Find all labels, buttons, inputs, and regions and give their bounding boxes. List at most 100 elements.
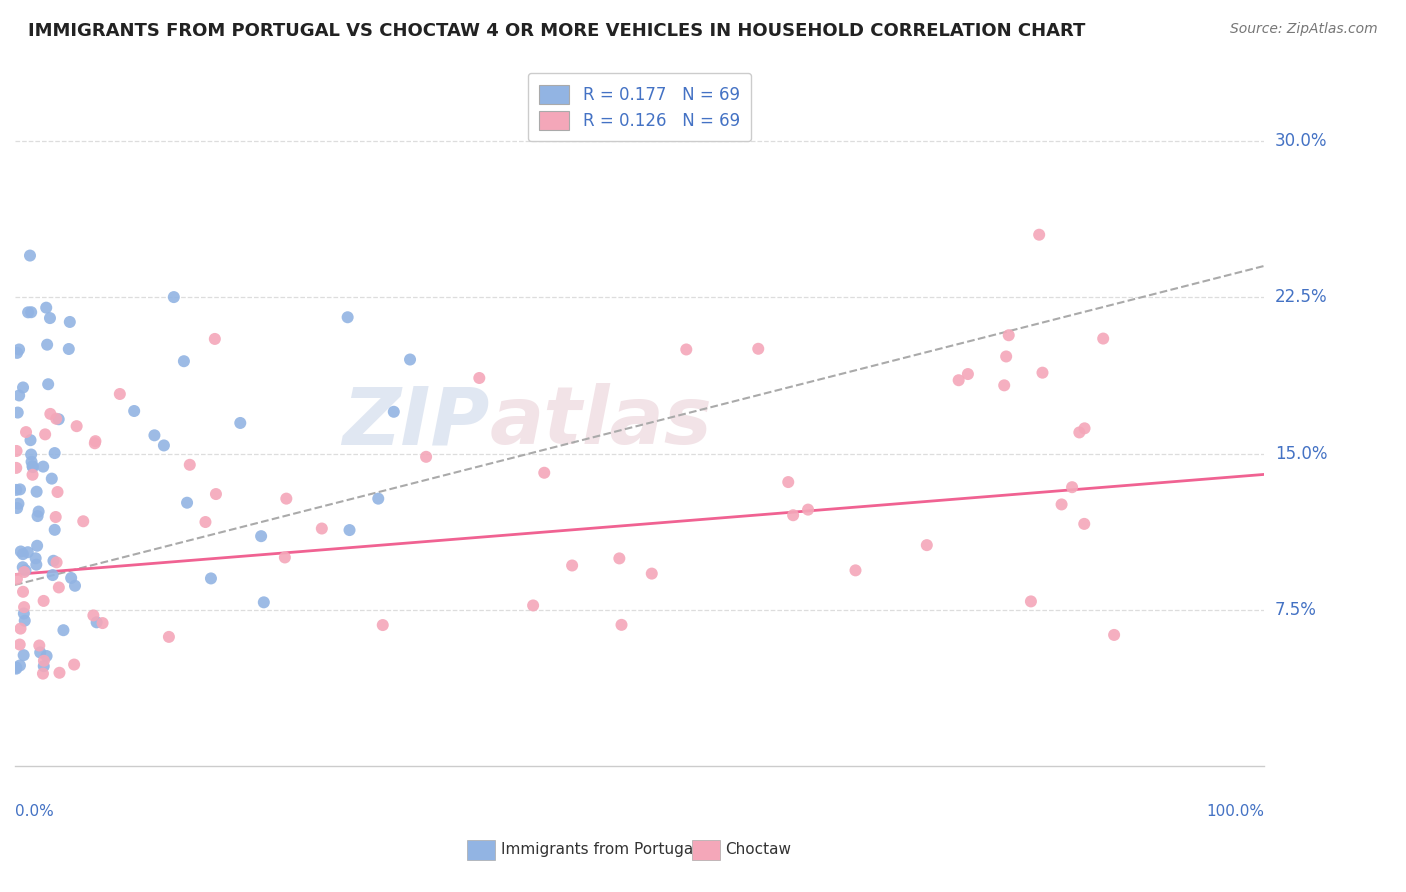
Point: [948, 373, 970, 387]
Point: [339, 523, 361, 537]
Point: [13, 565, 35, 579]
Point: [44, 523, 66, 537]
Point: [993, 378, 1015, 392]
Point: [371, 618, 394, 632]
Point: [39, 407, 62, 421]
Point: [6, 483, 28, 497]
Point: [20, 448, 42, 462]
Point: [39, 311, 62, 326]
Point: [45, 411, 67, 425]
Point: [276, 491, 298, 506]
Point: [382, 405, 405, 419]
Text: ZIP: ZIP: [342, 384, 489, 461]
Point: [250, 529, 273, 543]
Point: [533, 466, 555, 480]
Point: [63, 657, 86, 672]
Point: [34, 427, 56, 442]
Point: [995, 350, 1018, 364]
Text: Immigrants from Portugal: Immigrants from Portugal: [501, 842, 697, 856]
Point: [179, 458, 201, 472]
Point: [32, 594, 55, 608]
Point: [122, 404, 145, 418]
Point: [7, 497, 30, 511]
Point: [25, 539, 48, 553]
Point: [1092, 332, 1115, 346]
Point: [176, 496, 198, 510]
Point: [1069, 425, 1091, 440]
Point: [83, 436, 105, 450]
Point: [91, 616, 114, 631]
Point: [468, 371, 491, 385]
Point: [41, 568, 63, 582]
Point: [311, 522, 333, 536]
Point: [14, 614, 37, 628]
Point: [37, 337, 59, 351]
Point: [21, 467, 44, 482]
Point: [956, 367, 979, 381]
Point: [6, 461, 28, 475]
Text: 15.0%: 15.0%: [1275, 444, 1327, 463]
Point: [415, 450, 437, 464]
Point: [607, 551, 630, 566]
Point: [641, 566, 664, 581]
Point: [797, 502, 820, 516]
Point: [32, 659, 55, 673]
Point: [15, 425, 38, 439]
Point: [44, 446, 66, 460]
Point: [6, 444, 28, 458]
Point: [18, 249, 41, 263]
Text: atlas: atlas: [489, 384, 713, 461]
Point: [200, 571, 222, 585]
Point: [13, 648, 35, 662]
Point: [194, 515, 217, 529]
Point: [610, 618, 633, 632]
Point: [59, 315, 82, 329]
Point: [153, 438, 176, 452]
Text: 30.0%: 30.0%: [1275, 132, 1327, 150]
Point: [253, 595, 276, 609]
Point: [1073, 516, 1095, 531]
Point: [561, 558, 583, 573]
Point: [367, 491, 389, 506]
Point: [17, 305, 39, 319]
Point: [45, 555, 67, 569]
Text: 0.0%: 0.0%: [15, 804, 53, 819]
Point: [17, 545, 39, 559]
Point: [1028, 227, 1050, 242]
Point: [6, 346, 28, 360]
Point: [14, 563, 37, 577]
Point: [32, 459, 55, 474]
Point: [336, 310, 359, 325]
Point: [1050, 498, 1073, 512]
Point: [204, 332, 226, 346]
Point: [782, 508, 804, 523]
Point: [6, 501, 28, 516]
Point: [11, 584, 34, 599]
Point: [27, 509, 49, 524]
Point: [25, 558, 48, 572]
Point: [60, 571, 83, 585]
Point: [143, 428, 166, 442]
Point: [32, 654, 55, 668]
Point: [6, 572, 28, 586]
Text: 7.5%: 7.5%: [1275, 601, 1317, 619]
Point: [45, 510, 67, 524]
Point: [157, 630, 180, 644]
Text: 22.5%: 22.5%: [1275, 288, 1327, 306]
Point: [27, 505, 49, 519]
Point: [20, 455, 42, 469]
Point: [8, 658, 31, 673]
Point: [1073, 421, 1095, 435]
Point: [66, 419, 89, 434]
Point: [63, 579, 86, 593]
Text: IMMIGRANTS FROM PORTUGAL VS CHOCTAW 4 OR MORE VEHICLES IN HOUSEHOLD CORRELATION : IMMIGRANTS FROM PORTUGAL VS CHOCTAW 4 OR…: [28, 22, 1085, 40]
Text: 100.0%: 100.0%: [1206, 804, 1264, 819]
Point: [747, 342, 769, 356]
Point: [46, 485, 69, 500]
Point: [21, 459, 44, 474]
Point: [35, 301, 58, 315]
Point: [1019, 594, 1042, 608]
Point: [10, 622, 32, 636]
Point: [10, 544, 32, 558]
Point: [20, 433, 42, 447]
